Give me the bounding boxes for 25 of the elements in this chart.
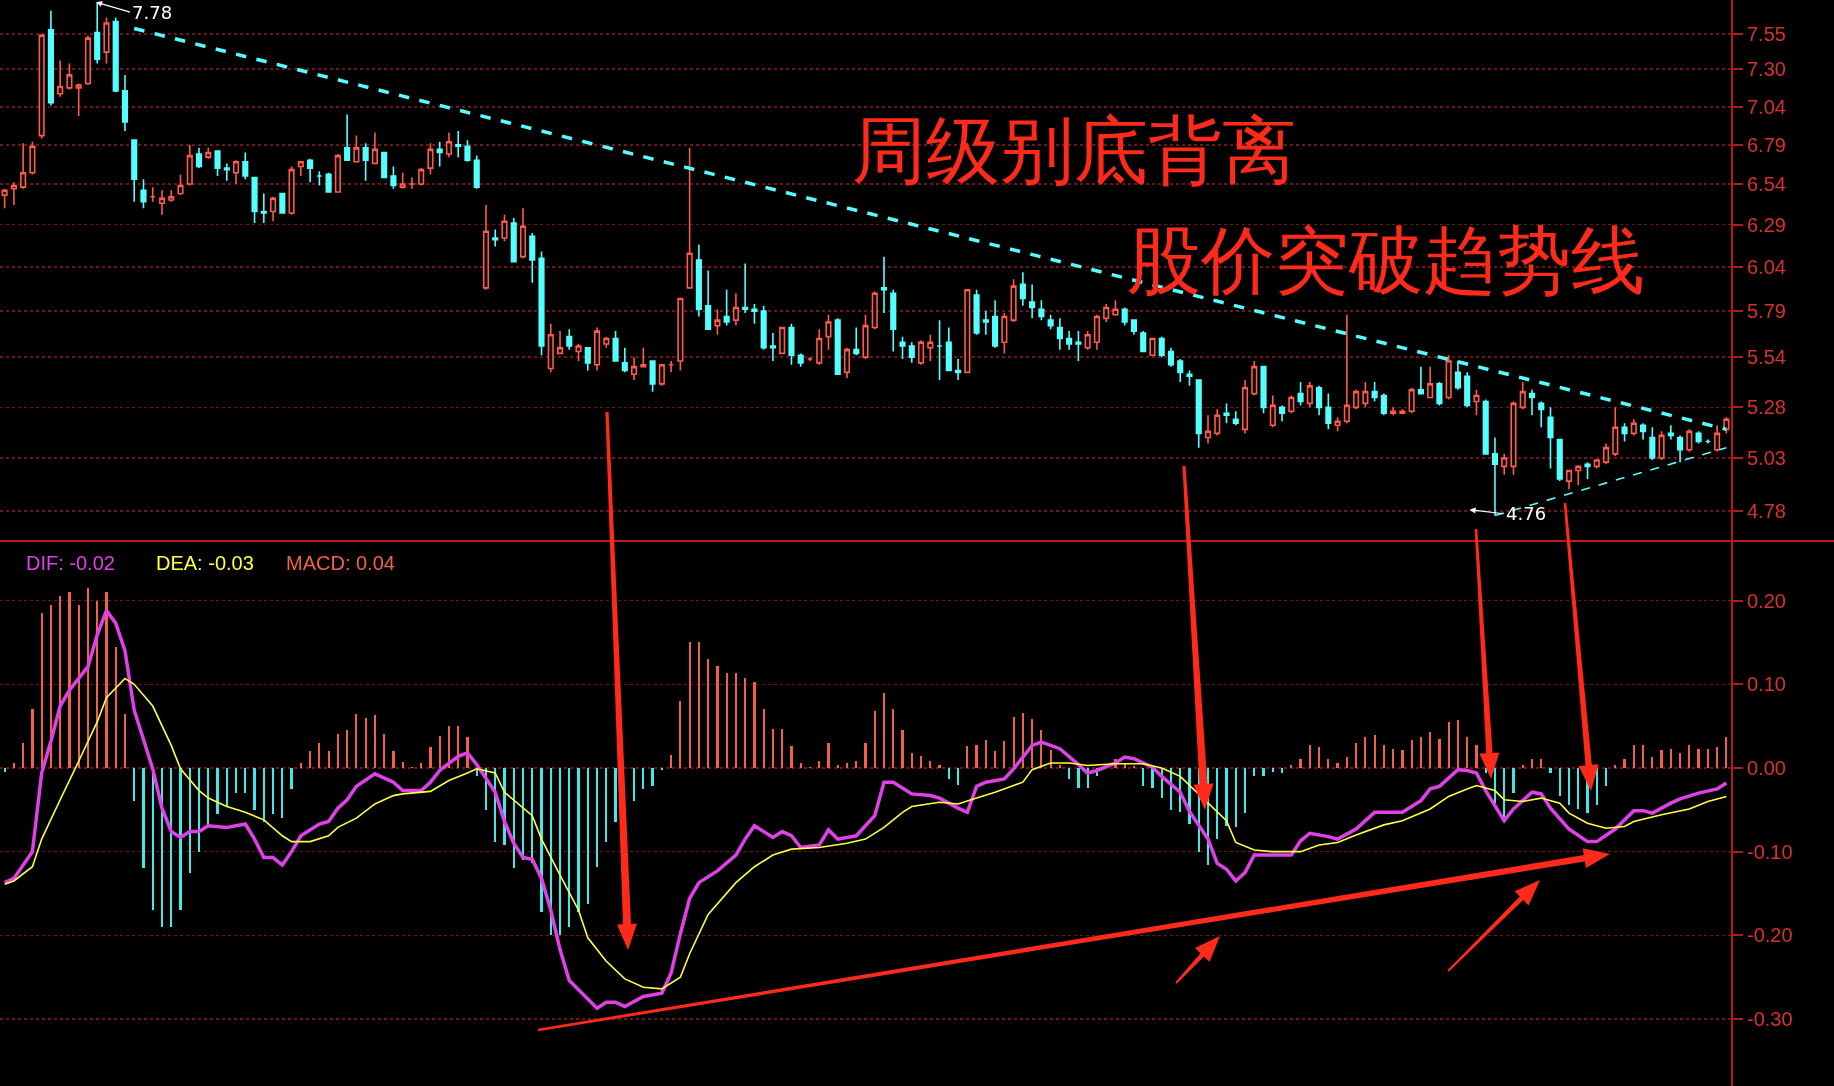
y-tick-label: -0.10	[1747, 840, 1793, 863]
y-tick-label: 7.04	[1747, 96, 1786, 119]
y-tick-label: 5.03	[1747, 446, 1786, 469]
text: MACD: 0.04	[286, 552, 395, 574]
y-tick-label: 7.30	[1747, 58, 1786, 81]
y-tick-label: 5.54	[1747, 346, 1786, 369]
series-label: DIF: -0.02	[26, 552, 115, 574]
y-tick-label: 6.54	[1747, 172, 1786, 195]
y-tick-label: 0.00	[1747, 756, 1786, 779]
y-tick-label: 7.55	[1747, 23, 1786, 46]
text: DEA: -0.03	[156, 552, 254, 574]
y-tick-label: 5.28	[1747, 396, 1786, 419]
y-tick-label: 5.79	[1747, 300, 1786, 323]
y-tick-label: 6.79	[1747, 133, 1786, 156]
y-tick-label: -0.30	[1747, 1008, 1793, 1031]
annotation: 7.78	[132, 2, 173, 23]
y-tick-label: 4.78	[1747, 500, 1786, 523]
y-tick-label: 6.29	[1747, 213, 1786, 236]
annotation: 4.76	[1506, 503, 1547, 524]
annotation: 股价突破趋势线	[1127, 217, 1645, 303]
y-tick-label: 0.10	[1747, 673, 1786, 696]
y-tick-label: 0.20	[1747, 589, 1786, 612]
y-tick-label: -0.20	[1747, 924, 1793, 947]
y-tick-label: 6.04	[1747, 255, 1786, 278]
annotation: 周级别底背离	[852, 107, 1296, 193]
